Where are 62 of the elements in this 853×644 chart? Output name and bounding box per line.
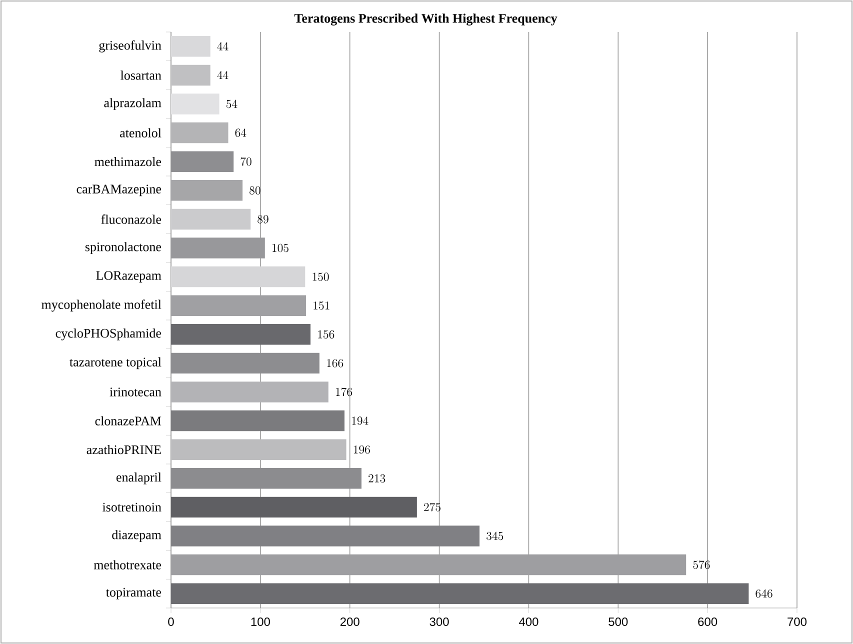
y-tick-label: fluconazole (101, 214, 162, 224)
data-label: 151 (314, 301, 330, 310)
data-label: 64 (235, 128, 246, 137)
y-tick-label: clonazePAM (95, 416, 162, 426)
y-tick-label: alprazolam (104, 98, 162, 110)
data-label: 44 (217, 70, 228, 80)
bar (171, 496, 417, 518)
data-label: 89 (258, 215, 268, 224)
data-label: 80 (250, 186, 260, 195)
y-tick-label: carBAMazepine (76, 184, 162, 196)
y-tick-label: irinotecan (110, 388, 162, 396)
bar (171, 36, 210, 57)
bar (171, 324, 311, 345)
y-tick-label: enalapril (116, 472, 162, 484)
bar (171, 180, 243, 201)
bar (171, 583, 749, 604)
data-label: 213 (368, 474, 386, 483)
bar (171, 382, 328, 402)
x-tick-label: 400 (518, 618, 538, 626)
y-tick-label: spironolactone (85, 242, 162, 254)
y-tick-label: diazepam (112, 530, 162, 542)
data-label: 646 (756, 589, 772, 598)
y-tick-label: mycophenolate mofetil (42, 300, 162, 312)
data-label: 176 (336, 388, 352, 396)
data-label: 70 (240, 157, 252, 166)
data-label: 166 (327, 359, 344, 368)
y-tick-label: methimazole (94, 157, 162, 166)
x-tick-label: 500 (608, 618, 628, 626)
y-tick-label: azathioPRINE (86, 445, 161, 454)
data-label: 576 (693, 560, 710, 569)
data-label: 345 (486, 532, 504, 540)
data-label: 156 (318, 330, 334, 339)
x-tick-label: 0 (168, 618, 174, 626)
data-label: 275 (424, 502, 440, 512)
y-tick-label: losartan (120, 70, 162, 80)
y-tick-label: LORazepam (96, 271, 162, 282)
x-tick-label: 100 (251, 618, 270, 626)
data-label: 105 (272, 244, 288, 252)
chart-title: Teratogens Prescribed With Highest Frequency (294, 14, 558, 26)
y-tick-label: topiramate (106, 588, 162, 600)
data-label: 194 (352, 416, 368, 425)
x-tick-label: 600 (698, 618, 718, 626)
x-tick-label: 200 (340, 618, 360, 626)
x-tick-label: 300 (430, 618, 449, 626)
y-tick-label: griseofulvin (99, 40, 162, 52)
y-tick-label: atenolol (120, 128, 162, 138)
y-tick-label: isotretinoin (102, 502, 162, 512)
bar (171, 64, 210, 86)
data-label: 150 (312, 272, 329, 281)
bar (171, 122, 228, 144)
y-tick-label: cycloPHOSphamide (56, 328, 162, 340)
y-tick-label: methotrexate (94, 560, 162, 570)
bar (171, 266, 306, 288)
x-tick-label: 700 (788, 618, 807, 626)
data-label: 196 (354, 445, 370, 454)
bar (171, 208, 251, 230)
bar (171, 94, 220, 114)
data-label: 44 (217, 42, 228, 50)
y-tick-label: tazarotene topical (70, 357, 162, 370)
bar (171, 410, 344, 432)
bar (171, 439, 346, 460)
data-label: 54 (226, 100, 238, 108)
